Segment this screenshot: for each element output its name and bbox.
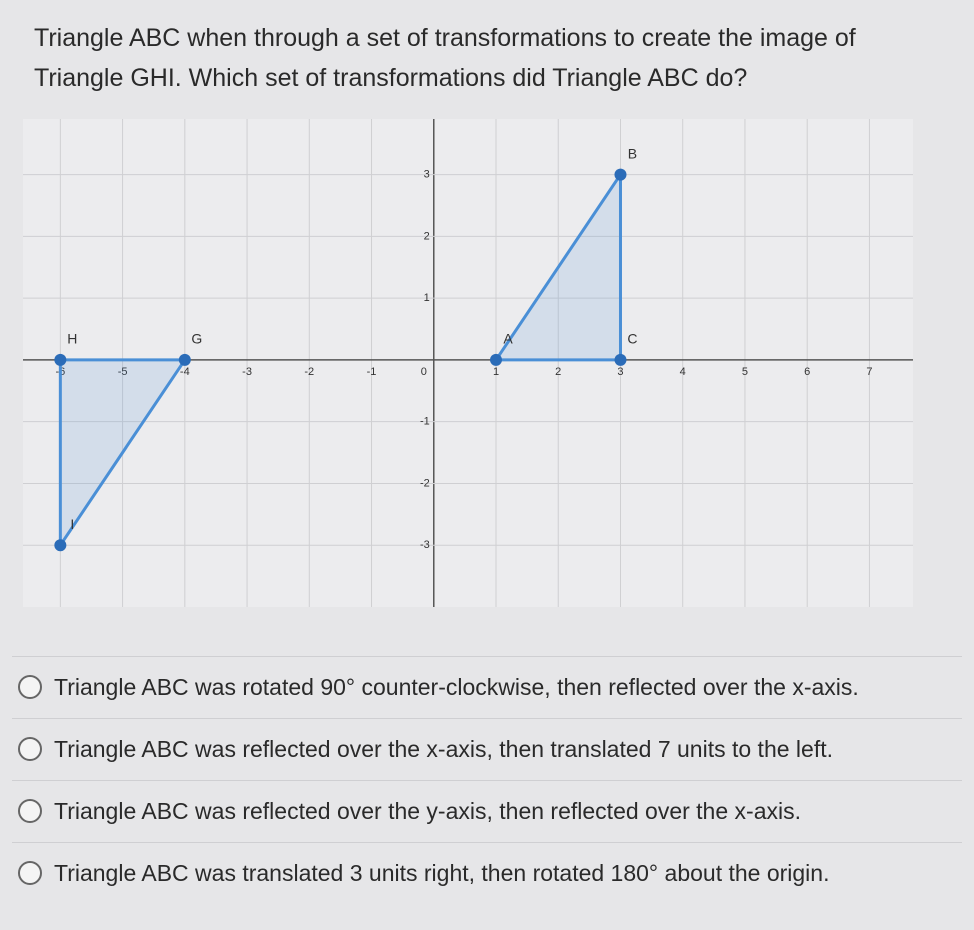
x-tick-label: 4 [680,366,686,378]
question: Triangle ABC when through a set of trans… [34,24,856,92]
radio-button[interactable] [18,861,42,885]
vertex-label: H [67,331,77,347]
option-text: Triangle ABC was reflected over the y-ax… [54,797,801,824]
x-tick-label: 0 [421,366,427,378]
y-tick-label: -2 [420,477,430,489]
vertex [178,353,191,366]
x-tick-label: 7 [866,366,872,378]
vertex [54,539,67,552]
vertex-label: C [627,331,637,347]
vertex-label: B [628,145,637,161]
vertex-label: A [503,331,513,347]
answer-option[interactable]: Triangle ABC was rotated 90° counter-clo… [12,656,962,717]
x-tick-label: -2 [304,366,314,378]
answer-option[interactable]: Triangle ABC was reflected over the y-ax… [12,780,962,841]
radio-button[interactable] [18,799,42,823]
vertex [490,353,503,366]
vertex-label: G [191,331,202,347]
x-tick-label: -1 [367,366,377,378]
y-tick-label: -3 [420,539,430,551]
x-tick-label: 6 [804,366,810,378]
triangle [493,169,622,362]
x-tick-label: 5 [742,366,748,378]
graph-background [23,119,913,607]
x-tick-label: -4 [180,366,190,378]
vertex-label: I [70,516,74,532]
x-tick-label: 2 [555,366,561,378]
y-tick-label: 2 [424,230,430,242]
x-tick-label: -3 [242,366,252,378]
y-tick-label: 1 [424,292,430,304]
x-tick-label: 1 [493,366,499,378]
answer-option[interactable]: Triangle ABC was translated 3 units righ… [12,842,962,903]
triangle [58,358,188,551]
x-tick-label: 3 [617,366,623,378]
vertex [614,168,627,181]
vertex [614,353,627,366]
vertex [54,353,67,366]
y-tick-label: 3 [424,169,430,181]
x-tick-label: -5 [118,366,128,378]
option-text: Triangle ABC was reflected over the x-ax… [54,735,833,762]
radio-button[interactable] [18,675,42,699]
radio-button[interactable] [18,737,42,761]
answer-option[interactable]: Triangle ABC was reflected over the x-ax… [12,718,962,779]
option-text: Triangle ABC was translated 3 units righ… [54,859,830,886]
option-text: Triangle ABC was rotated 90° counter-clo… [54,673,859,700]
y-tick-label: -1 [420,416,430,428]
